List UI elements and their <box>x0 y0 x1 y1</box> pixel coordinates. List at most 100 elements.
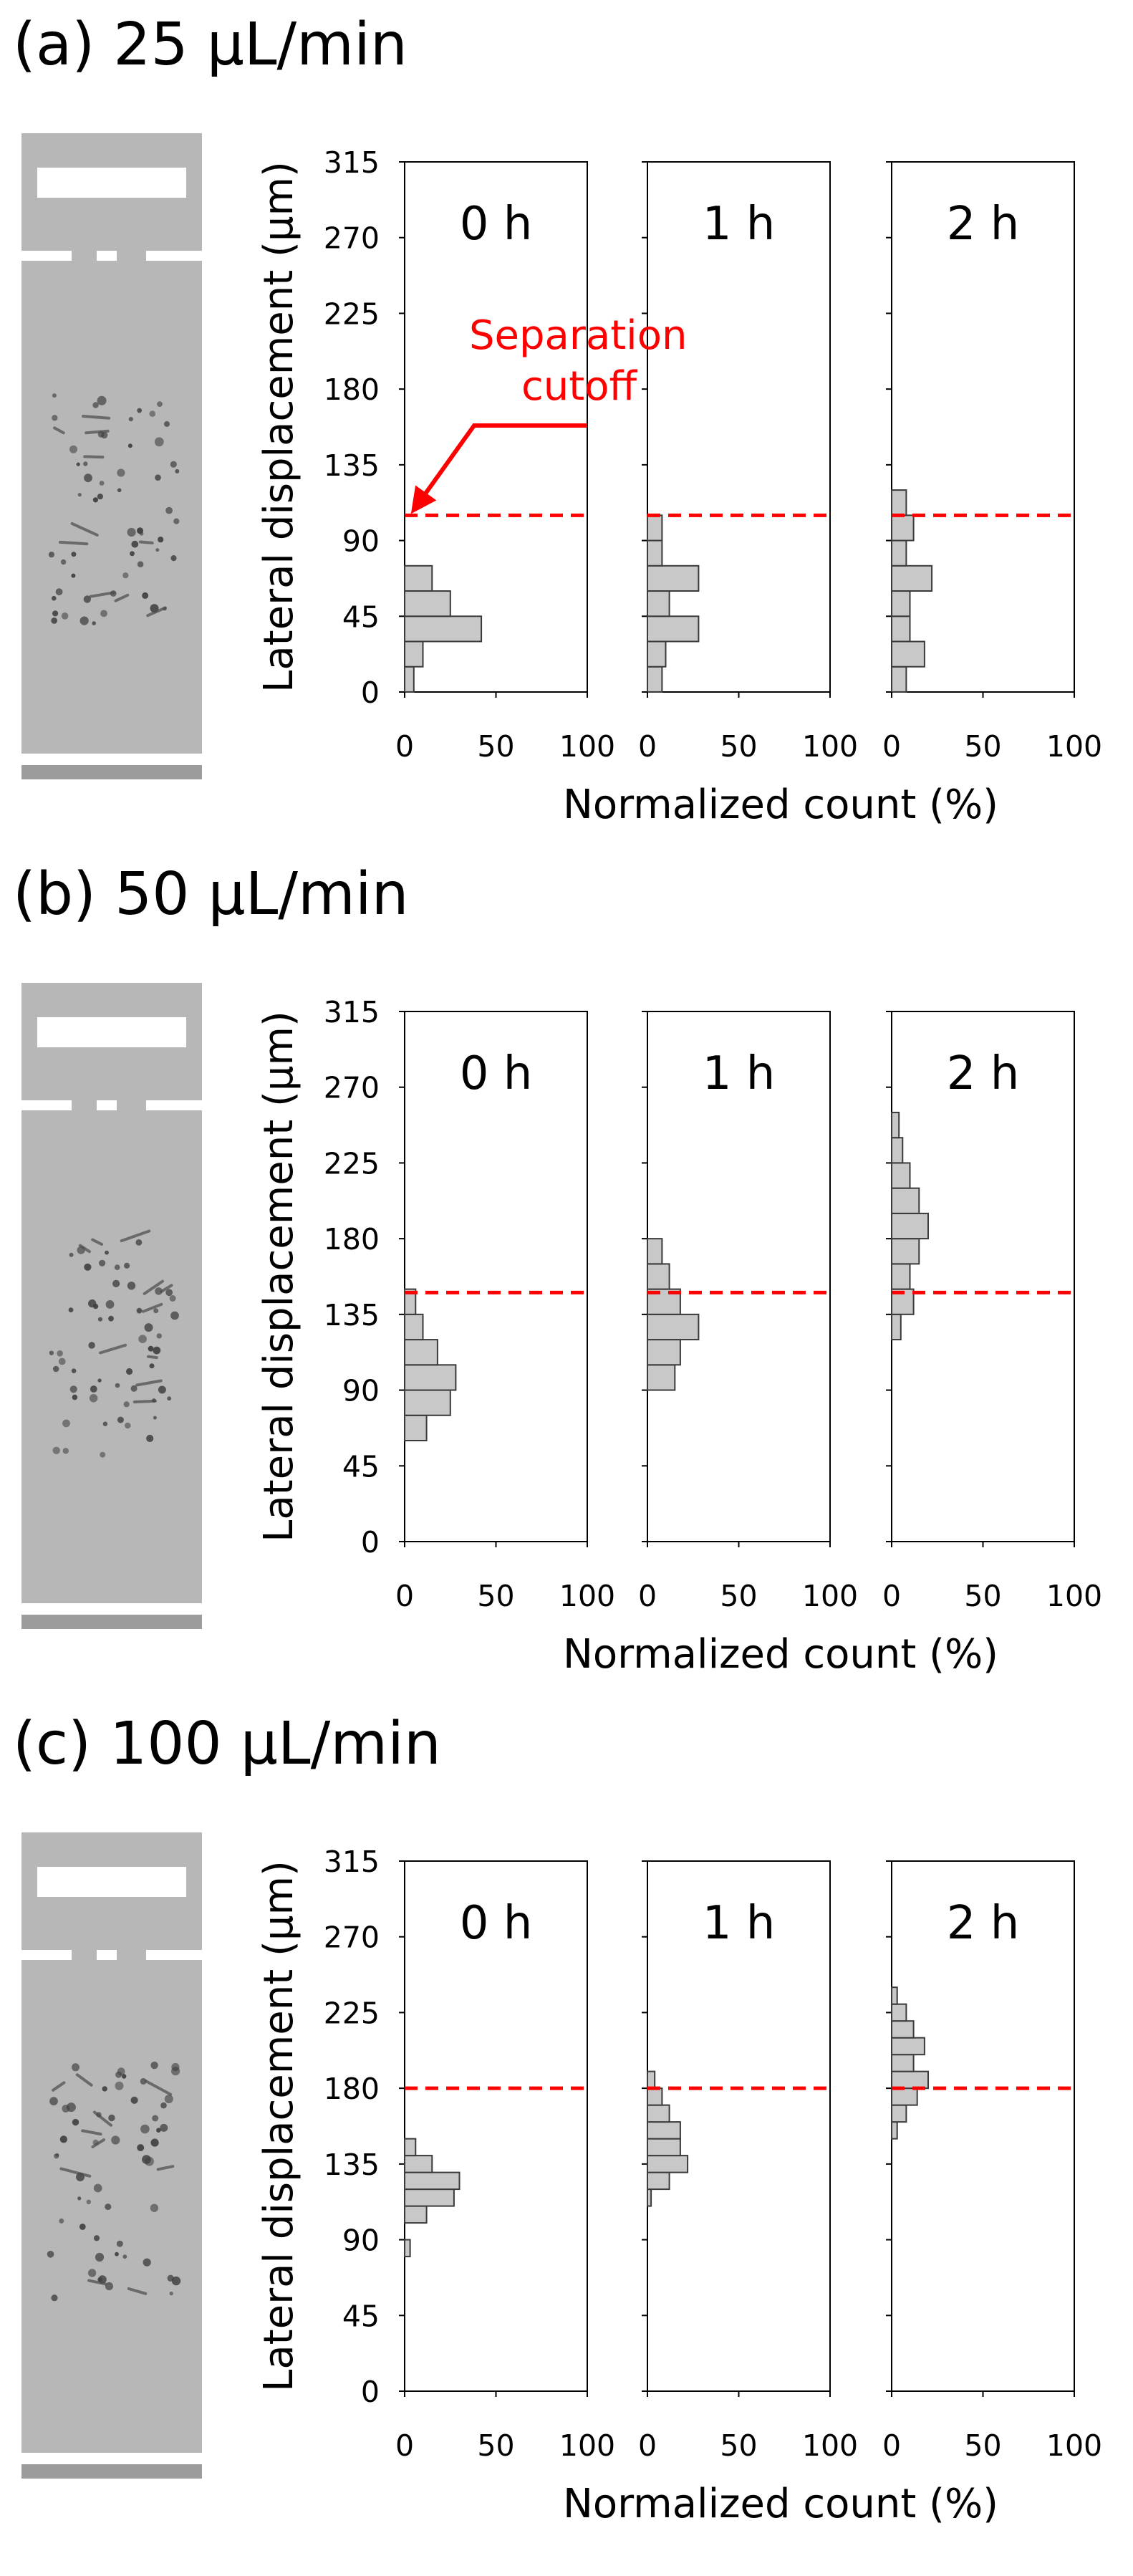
bar <box>647 2121 681 2140</box>
particle <box>102 2086 107 2092</box>
particle <box>88 1342 95 1349</box>
particle <box>130 1385 138 1392</box>
y-tick-label: 90 <box>342 1374 380 1408</box>
x-tick-label: 100 <box>1046 2428 1102 2463</box>
particle <box>171 2276 181 2286</box>
bar <box>404 1313 424 1341</box>
bar <box>647 1364 676 1391</box>
x-tick-label: 50 <box>720 2428 757 2463</box>
particle <box>122 2074 127 2079</box>
channel-bottom-wall <box>21 1603 202 1613</box>
particle <box>169 1295 176 1302</box>
particle <box>108 2114 115 2122</box>
annotation-label: Separation cutoff <box>469 312 687 410</box>
particle <box>77 2196 82 2201</box>
particle <box>144 1323 153 1332</box>
particle-chain <box>91 2138 105 2148</box>
particle-chain <box>99 1343 127 1355</box>
particle <box>49 2097 58 2106</box>
particle <box>164 420 170 427</box>
particle <box>55 2153 59 2157</box>
x-axis-label: Normalized count (%) <box>563 2481 998 2527</box>
particle <box>170 1311 179 1320</box>
histogram-3: 2 h 0 50 100 <box>882 1011 1102 1613</box>
particle <box>84 474 92 483</box>
series-label: 2 h <box>947 1047 1020 1100</box>
histogram-2: 1 h 0 50 100 <box>638 1860 858 2463</box>
bar <box>891 1212 929 1240</box>
particle <box>169 2292 173 2296</box>
panel-title: (b) 50 μL/min <box>13 860 409 928</box>
x-tick-label: 0 <box>882 729 901 764</box>
series-label: 1 h <box>703 198 776 251</box>
particle <box>160 2123 168 2132</box>
particle <box>102 1421 108 1426</box>
particle <box>117 1416 124 1423</box>
bar <box>891 2003 907 2022</box>
y-tick-label: 0 <box>361 2375 380 2409</box>
y-tick-label: 270 <box>324 1921 380 1955</box>
x-tick-label: 100 <box>1046 1579 1102 1613</box>
particle-chain <box>85 429 110 435</box>
panels: (a) 25 μL/min Lateral displacement (μm) 0 4… <box>13 11 1102 2527</box>
particle <box>92 402 99 408</box>
y-axis-label: Lateral displacement (μm) <box>256 1011 302 1542</box>
y-tick-label: 315 <box>324 145 380 180</box>
particle-chain <box>70 522 99 537</box>
particle <box>97 395 107 405</box>
particle <box>145 2156 154 2166</box>
chart-panel-1: (a) 25 μL/min Lateral displacement (μm) 0 4… <box>13 11 1102 828</box>
particle-chain <box>89 591 116 598</box>
particle <box>52 393 57 398</box>
particle <box>153 1416 157 1420</box>
particle <box>143 2258 151 2267</box>
bar <box>891 1111 900 1139</box>
bar <box>647 2104 670 2123</box>
particle <box>138 1335 147 1343</box>
y-tick-label: 90 <box>342 2224 380 2258</box>
particle <box>146 1434 154 1443</box>
channel-dash <box>97 1100 117 1110</box>
bar <box>404 590 451 617</box>
y-tick-label: 135 <box>324 1298 380 1332</box>
bar <box>891 514 915 542</box>
particle <box>152 2115 159 2122</box>
particle <box>155 548 160 552</box>
particle <box>123 1401 130 1408</box>
y-tick-label: 45 <box>342 2299 380 2333</box>
bar <box>891 2104 907 2123</box>
particle <box>137 527 143 534</box>
y-tick-label: 180 <box>324 2072 380 2106</box>
particle <box>137 408 143 413</box>
particle-chain <box>87 2279 107 2286</box>
channel-dash <box>21 251 72 261</box>
channel-dash <box>146 1950 202 1960</box>
particle <box>101 431 108 439</box>
particle <box>158 1385 166 1394</box>
y-tick-label: 0 <box>361 676 380 710</box>
particle-chain <box>135 1379 163 1387</box>
bar <box>891 2087 918 2106</box>
series-label: 0 h <box>460 1047 533 1100</box>
particle <box>83 461 88 466</box>
particle <box>58 1357 66 1365</box>
series-label: 0 h <box>460 1897 533 1950</box>
particle-chain <box>53 426 65 435</box>
histogram-2: 1 h 0 50 100 <box>638 1011 858 1613</box>
x-tick-label: 50 <box>964 729 1001 764</box>
bar <box>404 2171 461 2191</box>
particle-chain <box>160 1284 173 1293</box>
particle <box>52 1365 59 1373</box>
particle <box>157 401 163 407</box>
bar <box>647 615 700 643</box>
panel-title: (c) 100 μL/min <box>13 1710 441 1778</box>
histogram-3: 2 h 0 50 100 <box>882 161 1102 764</box>
y-tick-label: 225 <box>324 297 380 331</box>
particle <box>51 2294 58 2302</box>
channel-dash <box>97 251 117 261</box>
particle-chain <box>59 2167 92 2178</box>
channel-wall <box>37 168 186 198</box>
bar <box>404 2239 411 2258</box>
bar <box>404 640 424 668</box>
particle <box>114 1264 120 1270</box>
